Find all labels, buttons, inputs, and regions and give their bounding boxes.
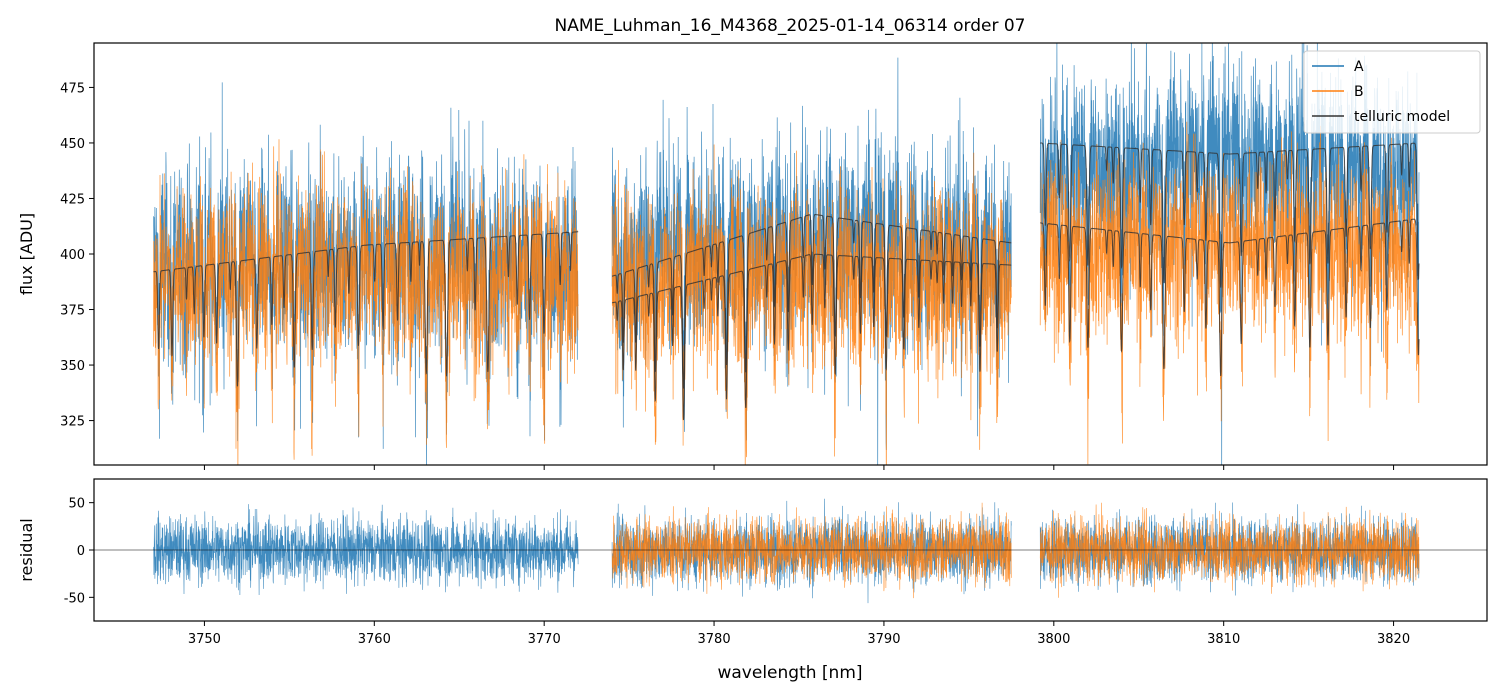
residual-y-tick-label: 0 <box>77 544 85 559</box>
residual-plot-panel: -50 0 50 3750 3760 3770 3780 3790 3800 3810 3820 r… <box>17 478 1488 683</box>
x-tick-label: 3770 <box>528 632 561 647</box>
residual-B-segment-2 <box>611 502 1012 599</box>
main-y-tick-label: 375 <box>60 304 85 319</box>
residual-plot-frame <box>93 478 1488 622</box>
main-plot-frame <box>93 42 1488 466</box>
x-tick-label: 3790 <box>867 632 900 647</box>
residual-data-layer <box>94 498 1487 604</box>
main-y-tick-label: 425 <box>60 192 85 207</box>
legend-label-3: telluric model <box>1354 109 1450 125</box>
telluric-model-segment-2-B <box>611 253 1012 420</box>
main-y-axis-label: flux [ADU] <box>17 213 36 295</box>
main-plot-panel: 325 350 375 400 425 450 475 flux [ADU] ABtellu… <box>17 42 1488 470</box>
legend-box <box>1303 50 1481 134</box>
main-y-tick-label: 400 <box>60 248 85 263</box>
telluric-model-segment-2-A <box>611 213 1012 389</box>
x-tick-label: 3810 <box>1207 632 1240 647</box>
x-tick-label: 3750 <box>188 632 221 647</box>
x-tick-label: 3820 <box>1377 632 1410 647</box>
telluric-model-segment-3-A <box>1039 142 1420 288</box>
spectrum-B-segment-1 <box>153 139 579 465</box>
chart-title: NAME_Luhman_16_M4368_2025-01-14_06314 or… <box>555 16 1026 36</box>
spectrum-B-segment-3 <box>1039 121 1420 465</box>
residual-A-segment-1 <box>153 504 579 596</box>
telluric-model-segment-3-B <box>1040 218 1420 377</box>
main-y-tick-label: 325 <box>60 415 85 430</box>
main-data-layer <box>153 43 1420 465</box>
residual-y-axis-label: residual <box>17 518 36 581</box>
main-y-tick-label: 450 <box>60 137 85 152</box>
telluric-model-segment-1-A <box>153 231 579 387</box>
x-tick-label: 3760 <box>358 632 391 647</box>
main-axes: 325 350 375 400 425 450 475 <box>60 81 1395 470</box>
residual-A-segment-2 <box>611 498 1012 604</box>
main-y-tick-label: 475 <box>60 81 85 96</box>
main-y-tick-label: 350 <box>60 359 85 374</box>
residual-y-tick-label: -50 <box>64 591 85 606</box>
legend-label-2: B <box>1354 84 1364 100</box>
x-tick-label: 3780 <box>698 632 731 647</box>
x-tick-label: 3800 <box>1037 632 1070 647</box>
legend-label-1: A <box>1354 59 1364 75</box>
x-axis-label: wavelength [nm] <box>717 663 862 683</box>
residual-y-tick-label: 50 <box>68 497 85 512</box>
residual-axes: -50 0 50 3750 3760 3770 3780 3790 3800 3810 3820 <box>64 497 1410 647</box>
